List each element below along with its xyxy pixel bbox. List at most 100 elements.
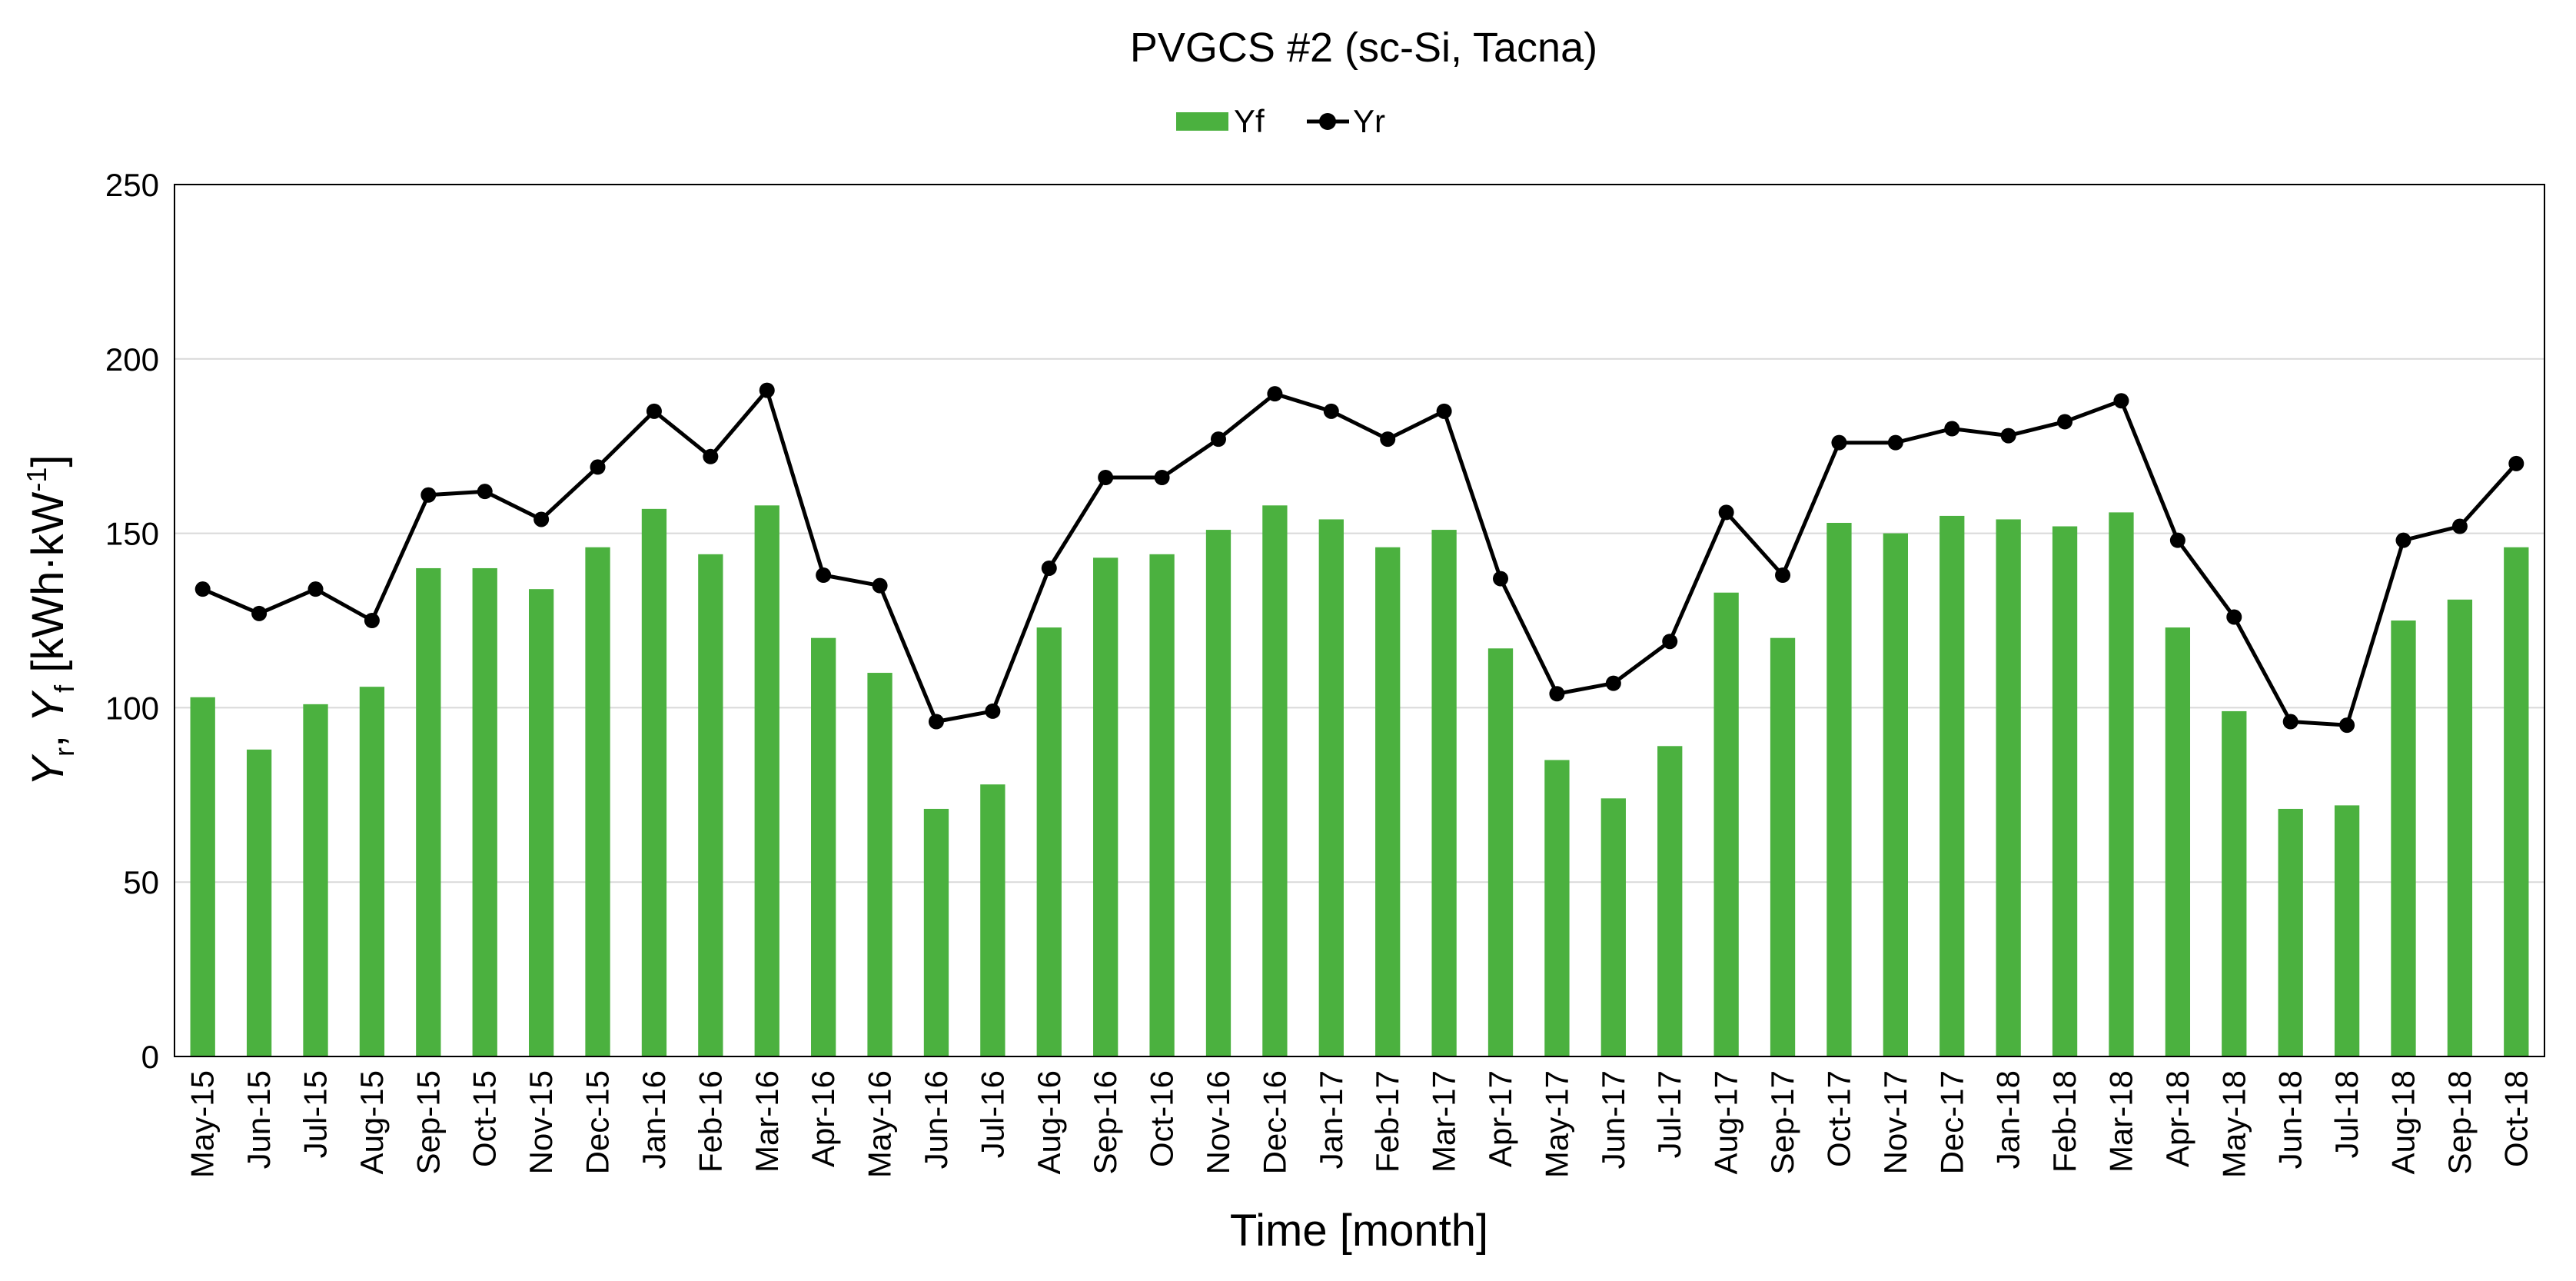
yf-bar-sep-16: [1093, 557, 1118, 1056]
x-tick-label: Nov-17: [1877, 1070, 1913, 1174]
yf-bar-dec-17: [1939, 515, 1965, 1056]
x-tick-label: Aug-18: [2385, 1070, 2421, 1174]
x-axis-title: Time [month]: [1230, 1206, 1488, 1256]
x-tick-label: Apr-17: [1482, 1070, 1518, 1167]
yr-point-aug-17: [1718, 504, 1734, 521]
yf-bar-jan-17: [1318, 519, 1344, 1056]
yf-bar-apr-18: [2165, 627, 2191, 1056]
yr-point-may-18: [2226, 609, 2242, 625]
yr-point-mar-18: [2113, 393, 2129, 409]
yr-point-sep-15: [420, 487, 437, 503]
yr-point-apr-18: [2169, 532, 2185, 548]
yf-bar-oct-18: [2504, 547, 2529, 1056]
yr-line-series: [194, 382, 2524, 734]
yr-point-oct-16: [1154, 470, 1170, 486]
y-axis-title-sub-f: f: [48, 684, 80, 693]
y-tick-label: 50: [123, 864, 159, 900]
x-tick-label: Oct-15: [467, 1070, 503, 1167]
yr-point-jul-18: [2339, 717, 2355, 734]
yf-bar-apr-16: [811, 637, 836, 1056]
x-tick-label: Jun-18: [2272, 1070, 2308, 1169]
x-tick-label: Dec-17: [1933, 1070, 1969, 1174]
yf-bar-mar-18: [2109, 512, 2134, 1056]
x-tick-label: Feb-16: [692, 1070, 728, 1173]
chart-title: PVGCS #2 (sc-Si, Tacna): [1130, 25, 1597, 71]
yr-point-may-16: [872, 577, 888, 594]
plot-area-frame: [174, 184, 2545, 1057]
yr-point-mar-17: [1436, 403, 1452, 419]
yf-bar-feb-16: [698, 554, 723, 1056]
x-tick-label: Jun-17: [1595, 1070, 1631, 1169]
yr-point-sep-18: [2451, 518, 2468, 534]
yr-point-nov-16: [1210, 431, 1226, 448]
yr-point-oct-17: [1831, 434, 1847, 451]
y-axis-title-unit-end: ]: [23, 454, 73, 467]
gridlines: [175, 358, 2544, 883]
x-tick-label: Oct-16: [1144, 1070, 1180, 1167]
yf-bars: [190, 505, 2529, 1056]
x-tick-label: May-18: [2215, 1070, 2252, 1178]
yf-bar-may-17: [1544, 760, 1570, 1056]
x-tick-label: Jul-17: [1651, 1070, 1687, 1158]
x-tick-label: May-16: [862, 1070, 898, 1178]
y-axis-title-exponent: -1: [21, 467, 52, 492]
yf-bar-jun-18: [2278, 808, 2303, 1056]
x-tick-label: Feb-17: [1369, 1070, 1405, 1173]
yf-bar-oct-16: [1149, 554, 1175, 1056]
yf-bar-jan-16: [641, 508, 667, 1056]
y-tick-label: 150: [105, 516, 159, 552]
yf-bar-nov-16: [1205, 530, 1231, 1056]
x-tick-label: Aug-16: [1031, 1070, 1067, 1174]
yr-point-jul-17: [1662, 634, 1678, 650]
yr-point-feb-17: [1380, 431, 1396, 448]
yf-bar-aug-18: [2391, 621, 2416, 1056]
x-tick-label: Sep-18: [2441, 1070, 2478, 1174]
yr-point-dec-15: [590, 459, 606, 475]
yr-point-feb-16: [703, 448, 719, 464]
x-tick-label: Jul-16: [974, 1070, 1010, 1158]
y-axis-title-sub-r: r: [48, 747, 80, 757]
yf-bar-may-15: [190, 697, 215, 1056]
y-axis-ticks: 0 50 100 150 200 250: [105, 167, 159, 1075]
yf-bar-jan-18: [1996, 519, 2021, 1056]
x-tick-label: Mar-18: [2102, 1070, 2139, 1173]
yr-point-apr-16: [816, 567, 832, 584]
yr-point-jan-18: [2000, 428, 2016, 444]
yr-point-jul-15: [307, 581, 324, 597]
yr-point-dec-16: [1267, 386, 1283, 402]
yr-point-sep-17: [1775, 567, 1791, 584]
yf-bar-aug-17: [1713, 592, 1739, 1056]
yf-bar-aug-16: [1036, 627, 1062, 1056]
y-tick-label: 250: [105, 167, 159, 203]
x-tick-label: Sep-17: [1764, 1070, 1800, 1174]
x-tick-label: Jan-18: [1990, 1070, 2026, 1169]
legend-yf-swatch: [1176, 112, 1228, 131]
yr-point-sep-16: [1098, 470, 1114, 486]
yr-point-jun-16: [928, 714, 944, 730]
yf-bar-aug-15: [359, 687, 385, 1056]
y-axis-title-unit: [kWh·kW: [23, 491, 73, 685]
x-axis-ticks: May-15 Jun-15 Jul-15 Aug-15 Sep-15 Oct-15 Nov-…: [184, 1070, 2534, 1178]
yf-bar-nov-17: [1883, 533, 1908, 1056]
x-tick-label: Sep-16: [1087, 1070, 1123, 1174]
y-axis-title-y1: Y: [23, 754, 73, 787]
yr-point-nov-17: [1887, 434, 1903, 451]
x-tick-label: Jul-15: [297, 1070, 334, 1158]
yf-bar-jun-16: [923, 808, 949, 1056]
yr-point-jul-16: [985, 703, 1001, 719]
yf-bar-jul-15: [303, 704, 328, 1056]
x-tick-label: Mar-16: [749, 1070, 785, 1173]
yf-bar-oct-17: [1826, 522, 1852, 1056]
yr-point-jun-18: [2282, 714, 2298, 730]
x-tick-label: Mar-17: [1426, 1070, 1462, 1173]
yf-bar-sep-18: [2447, 599, 2473, 1056]
x-tick-label: Jan-17: [1313, 1070, 1349, 1169]
yr-point-jun-17: [1605, 675, 1621, 691]
x-tick-label: Dec-16: [1256, 1070, 1292, 1174]
yf-bar-may-16: [867, 673, 892, 1056]
yf-bar-may-18: [2222, 710, 2247, 1056]
x-tick-label: Aug-17: [1708, 1070, 1744, 1174]
yr-point-oct-18: [2508, 455, 2524, 471]
